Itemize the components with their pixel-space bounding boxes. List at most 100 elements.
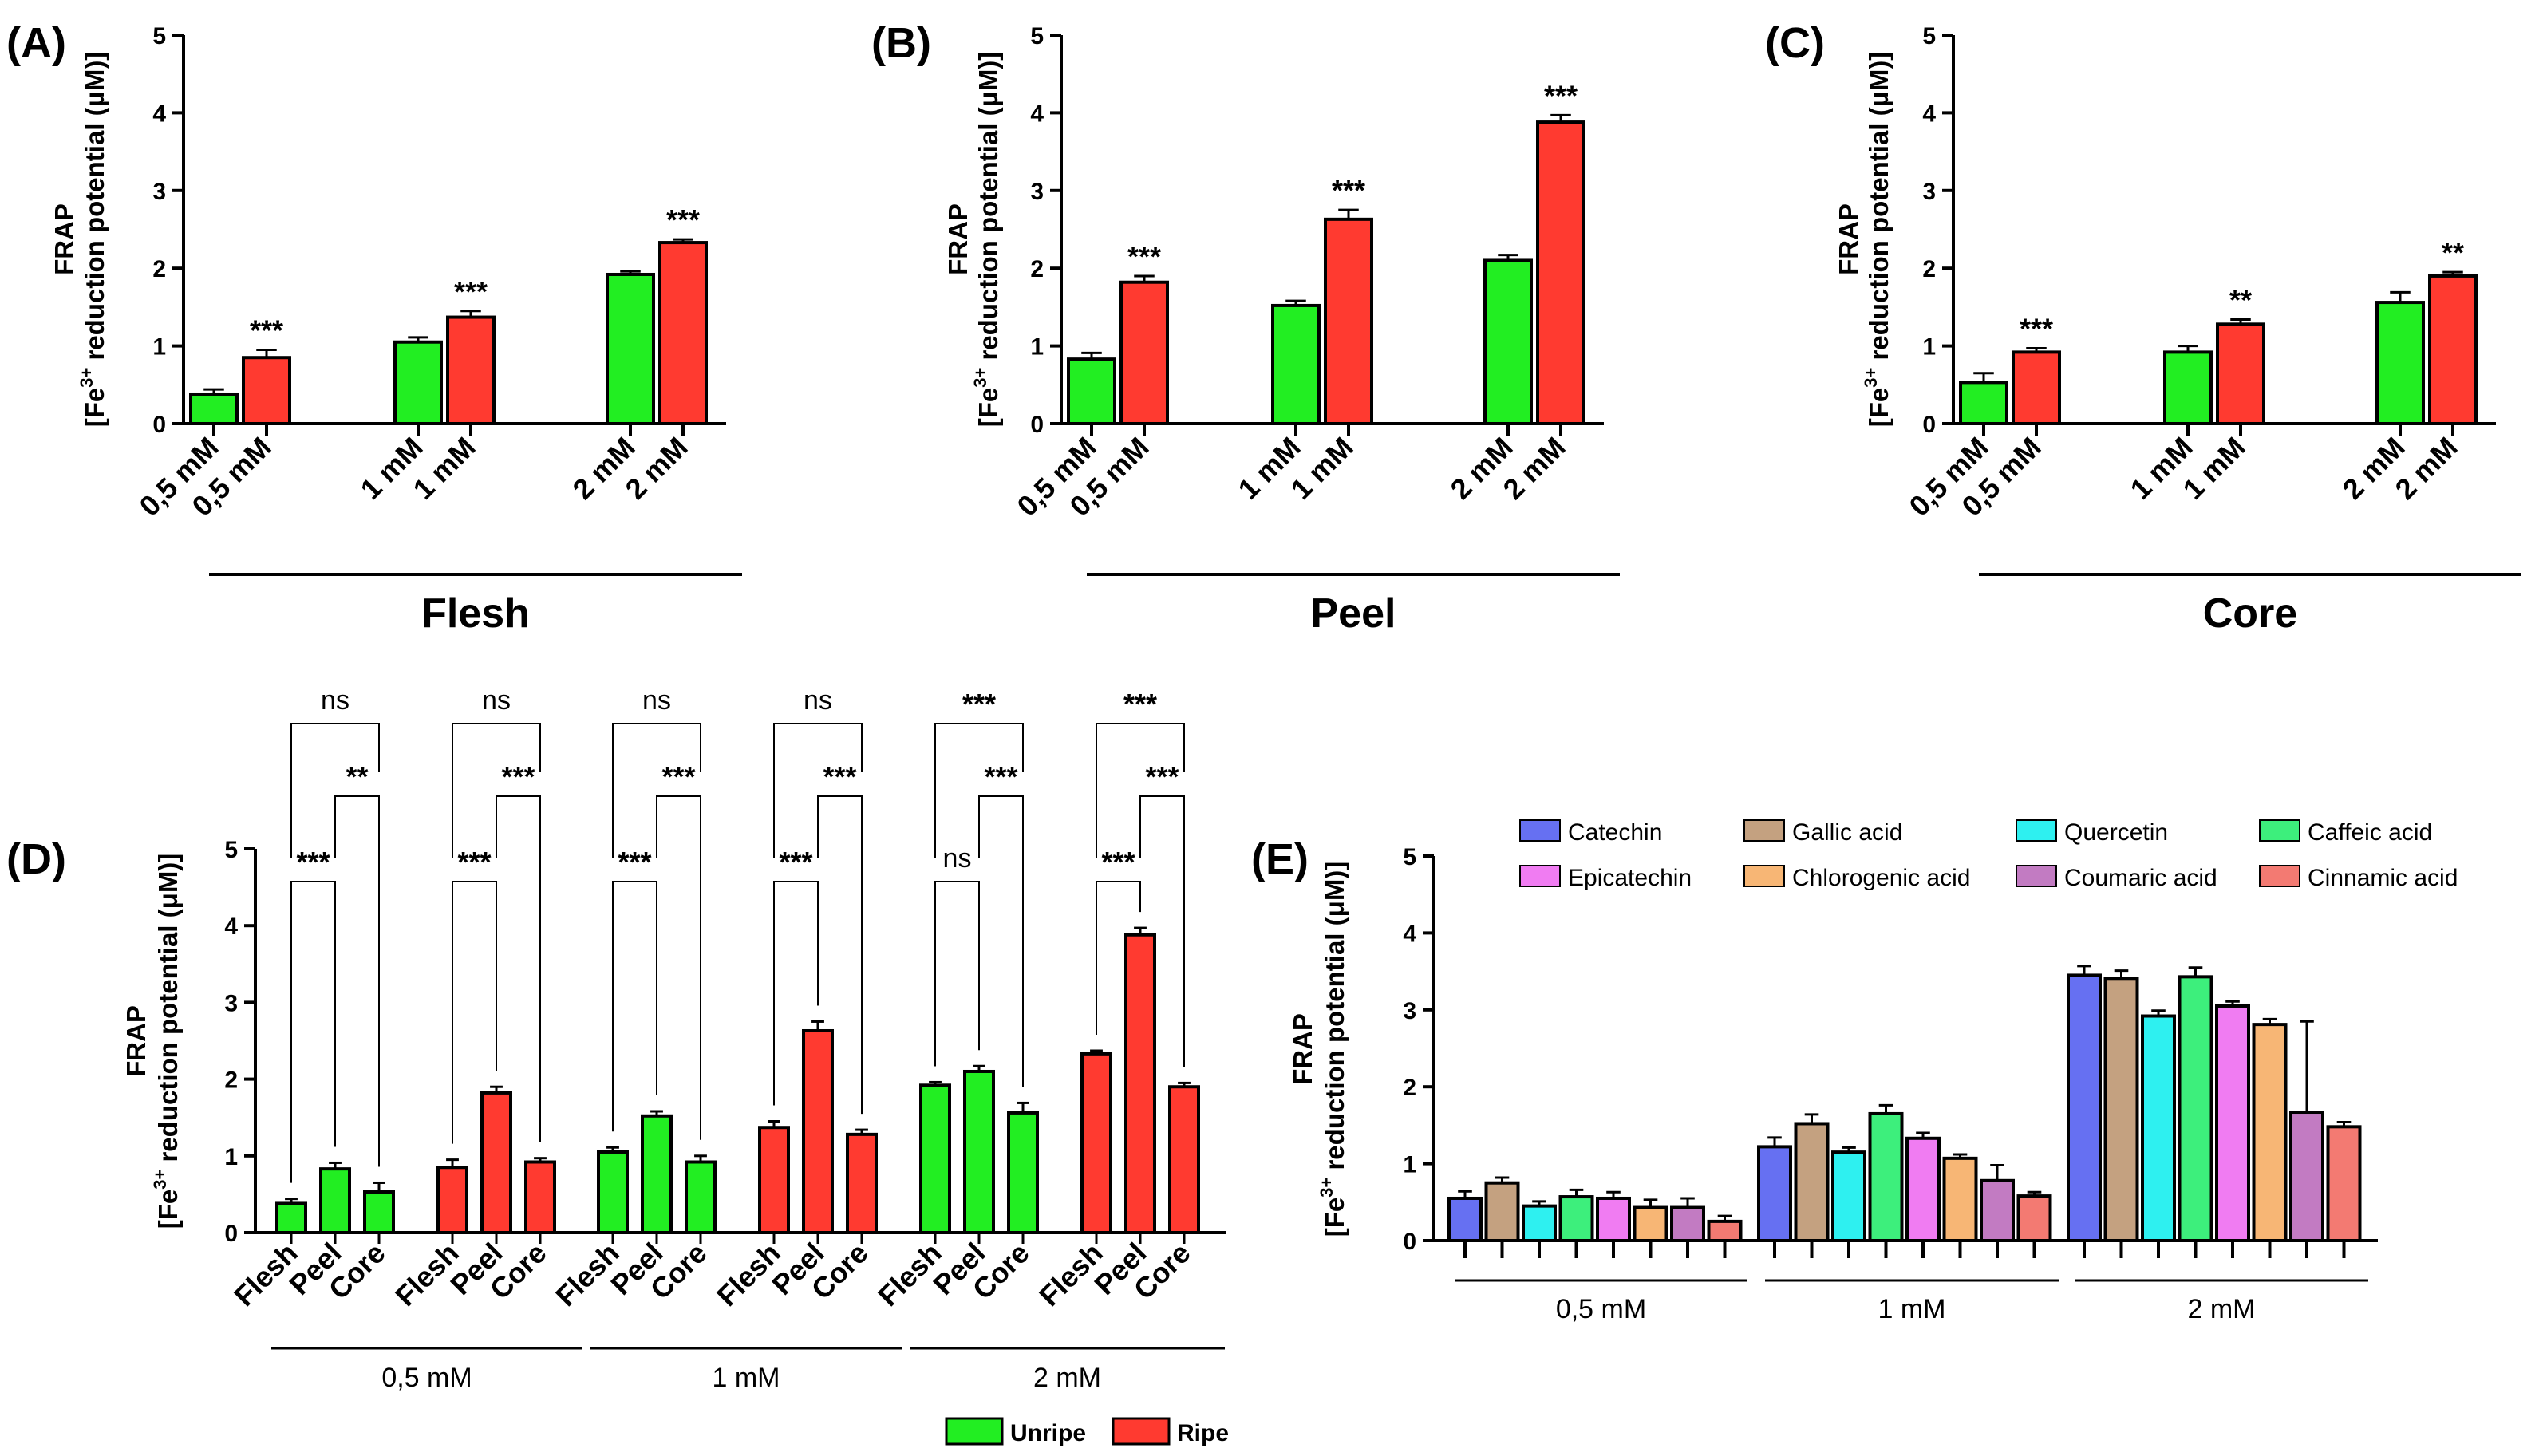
- panel-c-bar: [2216, 322, 2265, 425]
- panel-b-group-label: Peel: [1311, 590, 1396, 637]
- panel-c-bar: [2012, 350, 2061, 425]
- panel-e-legend-swatch: [1743, 819, 1785, 842]
- panel-a-y-tick-label: 5: [152, 23, 166, 49]
- panel-e-bar-coumaric-acid: [2289, 1111, 2324, 1242]
- panel-d-bracket-outer: [934, 723, 1024, 858]
- panel-e-y-label-line1: FRAP: [1288, 1013, 1317, 1085]
- panel-d-group-label: 0,5 mM: [381, 1363, 472, 1393]
- panel-d-bracket-inner-label: **: [346, 760, 368, 793]
- panel-e-bar-chlorogenic-acid: [1942, 1156, 1978, 1243]
- panel-d-bracket-first-label: ***: [457, 846, 491, 878]
- panel-b-significance: ***: [1332, 174, 1365, 207]
- panel-a-y-tick-label: 4: [152, 101, 166, 127]
- panel-d-bar: [1124, 933, 1156, 1235]
- panel-b-y-label-line2: [Fe3+ reduction potential (μM)]: [970, 52, 1003, 428]
- panel-e-bar-epicatechin: [1905, 1136, 1941, 1242]
- panel-e-bar-caffeic-acid: [2178, 975, 2213, 1243]
- panel-e-bar-cinnamic-acid: [2016, 1194, 2052, 1243]
- panel-d-bracket-outer-label: ns: [642, 685, 671, 716]
- panel-d-bar: [1168, 1085, 1200, 1234]
- panel-a-y-label-line2: [Fe3+ reduction potential (μM)]: [77, 52, 109, 428]
- panel-a-x-tick-label: 2 mM: [619, 431, 694, 506]
- panel-c-y-tick-label: 4: [1922, 101, 1936, 127]
- panel-e-bar-quercetin: [1831, 1150, 1866, 1243]
- panel-e-bar-gallic-acid: [2103, 977, 2139, 1242]
- panel-d-bracket-first-label: ***: [779, 846, 812, 878]
- panel-d-bracket-outer: [1096, 723, 1185, 858]
- panel-a-y-tick-label: 1: [152, 334, 166, 361]
- panel-e-legend-swatch: [2259, 819, 2300, 842]
- panel-a-y-tick-label: 3: [152, 179, 166, 205]
- panel-e-legend-label: Gallic acid: [1792, 819, 1902, 846]
- panel-c-bar: [2375, 301, 2425, 425]
- panel-e-bar-quercetin: [1522, 1204, 1557, 1242]
- panel-e-group-label: 0,5 mM: [1556, 1294, 1646, 1324]
- panel-e-legend-swatch: [2016, 865, 2057, 887]
- panel-d-bar: [1080, 1052, 1112, 1234]
- panel-e-bar-quercetin: [2141, 1014, 2176, 1242]
- panel-d-bracket-inner-label: ***: [1145, 760, 1179, 793]
- panel-e-bar-cinnamic-acid: [1707, 1219, 1743, 1243]
- panel-d-bar: [1007, 1111, 1039, 1234]
- panel-e-y-tick-label: 5: [1403, 844, 1416, 870]
- panel-b-bar: [1483, 258, 1533, 425]
- panel-b-y-tick-label: 1: [1030, 334, 1044, 361]
- panel-c-y-tick-label: 0: [1922, 412, 1936, 438]
- panel-e-bar-catechin: [1447, 1196, 1483, 1242]
- panel-e-legend-label: Epicatechin: [1568, 865, 1692, 891]
- panel-d-y-tick-label: 3: [224, 990, 238, 1016]
- panel-c-bar: [1959, 381, 2008, 425]
- panel-e-legend-label: Quercetin: [2064, 819, 2168, 846]
- panel-b-y-tick-label: 2: [1030, 256, 1044, 282]
- panel-b-y-tick-label: 3: [1030, 179, 1044, 205]
- panel-e-y-tick-label: 4: [1403, 921, 1416, 947]
- panel-a-y-tick-label: 2: [152, 256, 166, 282]
- panel-e-bar-caffeic-acid: [1868, 1111, 1904, 1242]
- panel-b-bar: [1067, 357, 1116, 425]
- panel-e-legend-swatch: [1519, 865, 1561, 887]
- panel-c-y-tick-label: 1: [1922, 334, 1936, 361]
- panel-e-legend-label: Chlorogenic acid: [1792, 865, 1970, 891]
- panel-a-bar: [242, 356, 291, 425]
- panel-d-bracket-inner: [978, 795, 1024, 1087]
- panel-c-significance: **: [2229, 283, 2252, 316]
- panel-d-bracket-inner-label: ***: [984, 760, 1017, 793]
- panel-e-bar-coumaric-acid: [1670, 1205, 1705, 1242]
- panel-e-bar-catechin: [2067, 973, 2102, 1243]
- panel-a-group-label: Flesh: [421, 590, 530, 637]
- panel-d-bar: [275, 1201, 307, 1234]
- panel-d-bracket-first: [290, 881, 336, 1183]
- panel-d-legend-swatch: [1112, 1417, 1171, 1446]
- panel-d-bracket-outer-label: ns: [804, 685, 832, 716]
- panel-d-bracket-outer-label: ns: [482, 685, 511, 716]
- panel-b-bar: [1119, 280, 1169, 425]
- panel-d-group-label: 2 mM: [1033, 1363, 1101, 1393]
- panel-d-y-tick-label: 4: [224, 913, 238, 940]
- panel-a-y-label-line1: FRAP: [49, 203, 79, 275]
- panel-d-bracket-inner: [334, 795, 380, 1167]
- panel-d-bracket-outer: [612, 723, 701, 858]
- panel-e-y-label-line2: [Fe3+ reduction potential (μM)]: [1317, 862, 1349, 1237]
- panel-e-y-tick-label: 1: [1403, 1152, 1416, 1178]
- panel-d-label: (D): [6, 835, 66, 883]
- panel-b-significance: ***: [1127, 240, 1161, 273]
- panel-d-bracket-inner-label: ***: [823, 760, 856, 793]
- panel-d-bar: [363, 1190, 395, 1235]
- panel-d-bar: [919, 1083, 951, 1235]
- panel-d-y-tick-label: 2: [224, 1067, 238, 1094]
- panel-e-group-label: 2 mM: [2188, 1294, 2256, 1324]
- panel-d-bar: [524, 1160, 556, 1234]
- panel-d-y-tick-label: 1: [224, 1144, 238, 1170]
- panel-d-bracket-first: [1096, 881, 1141, 1036]
- panel-d-legend-label: Ripe: [1177, 1420, 1229, 1446]
- panel-c-group-label: Core: [2203, 590, 2297, 637]
- panel-d-bracket-first-label: ***: [1101, 846, 1135, 878]
- panel-d-y-label-line1: FRAP: [121, 1005, 151, 1077]
- panel-b-y-label-line1: FRAP: [943, 203, 973, 275]
- panel-d-y-tick-label: 0: [224, 1221, 238, 1247]
- panel-c-significance: ***: [2020, 313, 2053, 345]
- panel-e-bar-cinnamic-acid: [2326, 1125, 2362, 1242]
- panel-d-bracket-outer-label: ***: [1123, 688, 1157, 720]
- panel-a-significance: ***: [454, 275, 488, 308]
